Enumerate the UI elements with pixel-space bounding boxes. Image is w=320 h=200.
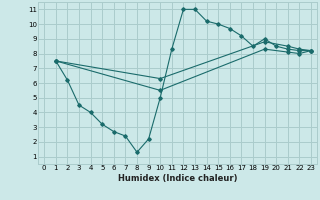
X-axis label: Humidex (Indice chaleur): Humidex (Indice chaleur) — [118, 174, 237, 183]
